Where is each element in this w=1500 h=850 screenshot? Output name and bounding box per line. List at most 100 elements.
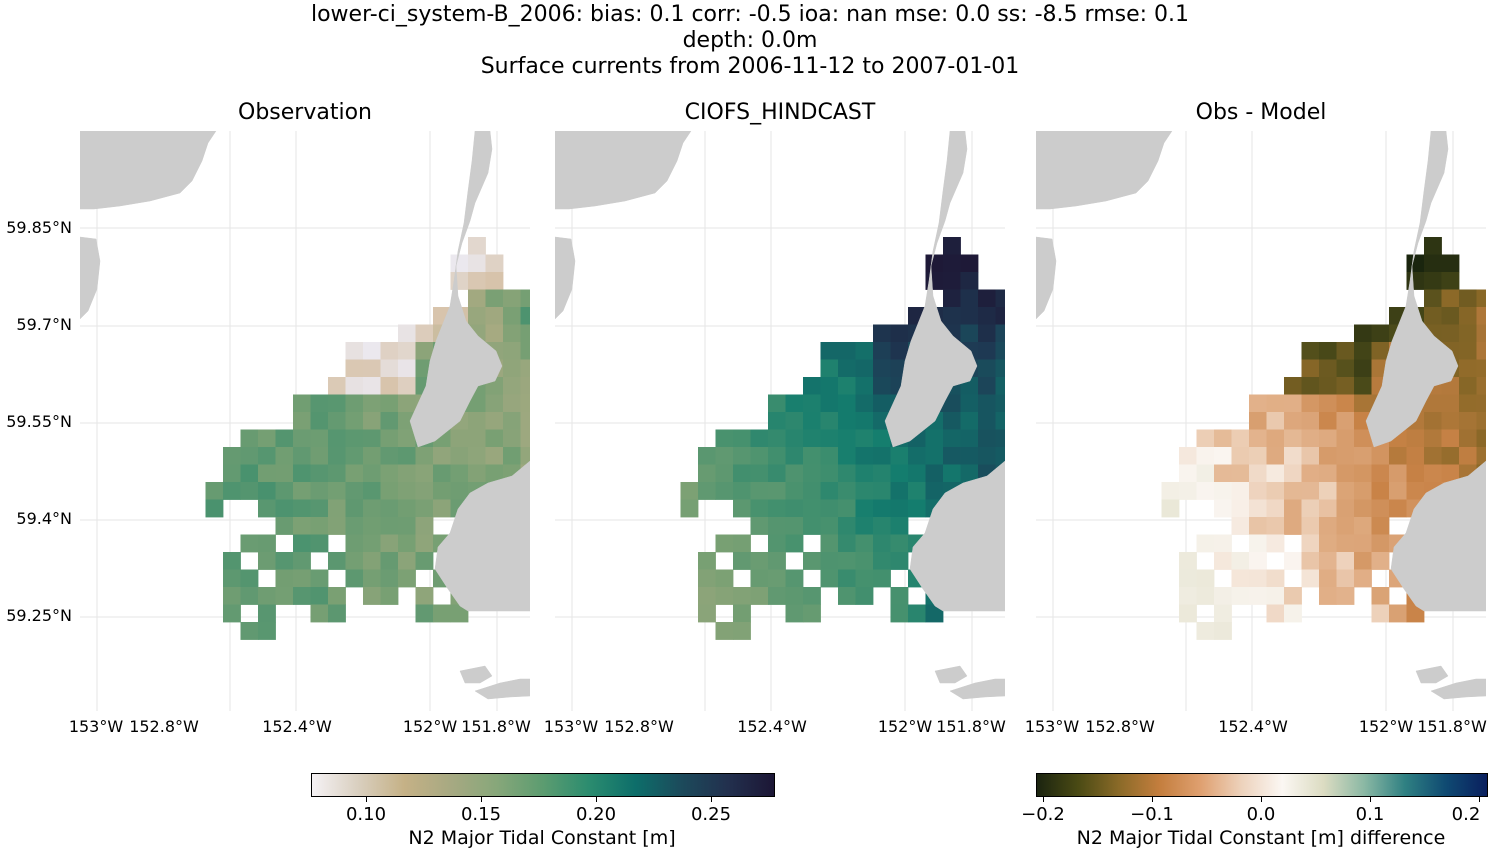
data-cell [1266,412,1285,430]
data-cell [398,359,416,378]
data-cell [328,517,346,535]
data-cell [415,604,434,623]
data-cell [1424,412,1442,430]
data-cell [855,552,874,570]
data-cell [698,569,716,588]
data-cell [803,412,821,430]
lat-label: 59.25°N [6,606,72,625]
data-cell [698,447,716,465]
land-polygon [409,131,503,448]
data-cell [1196,534,1215,553]
lon-label: 152.8°W [1085,717,1155,736]
data-cell [1389,464,1407,483]
colorbar-tickmark [481,796,482,802]
data-cell [1231,447,1250,465]
data-cell [258,499,276,518]
data-cell [1336,447,1355,465]
colorbar-tick-label: 0.20 [575,804,617,825]
data-cell [223,552,241,570]
data-cell [328,394,346,413]
data-cell [258,482,276,500]
data-cell [873,394,891,413]
data-cell [485,412,504,430]
data-cell [363,499,381,518]
data-cell [698,604,716,623]
data-cell [1231,587,1250,605]
data-cell [1354,464,1372,483]
data-cell [750,517,769,535]
data-cell [485,272,504,290]
data-cell [468,429,486,448]
data-cell [503,394,521,413]
data-cell [398,342,416,360]
data-cell [698,552,716,570]
data-cell [1476,324,1486,343]
data-cell [978,412,996,430]
data-cell [415,342,434,360]
data-cell [1336,552,1355,570]
data-cell [450,429,469,448]
data-cell [978,394,996,413]
data-cell [1266,569,1285,588]
data-cell [890,587,909,605]
data-cell [838,517,856,535]
data-cell [398,447,416,465]
data-cell [468,289,486,308]
data-cell [768,482,786,500]
lon-label: 152.4°W [737,717,807,736]
figure-depth: depth: 0.0m [682,28,818,53]
data-cell [803,482,821,500]
data-cell [925,254,944,273]
data-cell [468,412,486,430]
data-cell [820,377,839,395]
data-cell [978,359,996,378]
data-cell [873,429,891,448]
land-polygon [474,678,530,700]
data-cell [908,499,926,518]
data-cell [520,289,530,308]
data-cell [715,429,734,448]
data-cell [943,289,961,308]
map-model-svg [555,131,1005,711]
data-cell [1336,394,1355,413]
data-cell [1319,342,1337,360]
data-cell [890,534,909,553]
data-cell [363,464,381,483]
data-cell [310,482,329,500]
data-cell [855,429,874,448]
data-cell [1406,447,1425,465]
colorbar-tickmark [596,796,597,802]
data-cell [1249,552,1267,570]
data-cell [943,394,961,413]
data-cell [1249,394,1267,413]
data-cell [1196,447,1215,465]
colorbar-tick-label: 0.25 [690,804,732,825]
data-cell [1476,412,1486,430]
data-cell [223,464,241,483]
data-cell [485,447,504,465]
data-cell [1441,464,1460,483]
data-cell [1319,552,1337,570]
data-cell [1371,534,1390,553]
data-cell [768,587,786,605]
data-cell [1441,324,1460,343]
data-cell [275,429,294,448]
data-cell [1459,359,1477,378]
colorbar-tickmark [1370,796,1371,802]
data-cell [873,534,891,553]
data-cell [1424,289,1442,308]
data-cell [750,587,769,605]
data-cell [1441,254,1460,273]
data-cell [380,499,399,518]
data-cell [890,604,909,623]
data-cell [433,499,451,518]
data-cell [820,342,839,360]
data-cell [328,587,346,605]
data-cell [838,499,856,518]
data-cell [908,447,926,465]
data-cell [1459,447,1477,465]
data-cell [485,254,504,273]
data-cell [293,482,311,500]
data-cell [838,412,856,430]
data-cell [433,447,451,465]
